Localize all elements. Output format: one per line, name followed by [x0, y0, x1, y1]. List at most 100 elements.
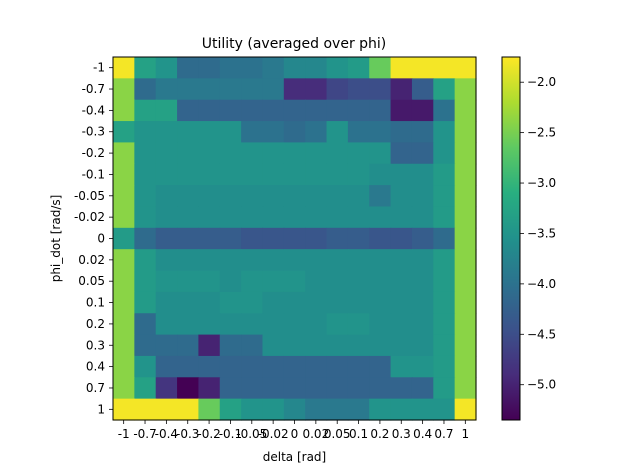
heatmap-cell: [262, 270, 285, 293]
heatmap-cell: [113, 270, 135, 293]
heatmap-cell: [198, 270, 221, 293]
heatmap-cell: [433, 206, 456, 229]
x-tick-label: 0.7: [434, 427, 453, 441]
heatmap-cell: [347, 121, 370, 144]
y-tick-label: -0.4: [82, 103, 105, 117]
heatmap-cell: [177, 163, 200, 186]
colorbar-tick-label: −3.0: [527, 176, 556, 190]
y-tick-label: 0.2: [86, 317, 105, 331]
heatmap-cell: [369, 334, 392, 357]
heatmap-cell: [347, 313, 370, 336]
heatmap-cell: [283, 398, 306, 421]
heatmap-cell: [347, 227, 370, 250]
heatmap-cell: [155, 78, 178, 101]
heatmap-cell: [347, 206, 370, 229]
heatmap-cell: [390, 142, 413, 165]
heatmap-cell: [390, 355, 413, 378]
x-tick-label: -0.02: [258, 427, 289, 441]
x-tick-label: -0.7: [133, 427, 156, 441]
y-tick-label: 0.1: [86, 296, 105, 310]
y-tick-label: -0.2: [82, 146, 105, 160]
heatmap-cell: [411, 227, 434, 250]
heatmap-cell: [219, 270, 242, 293]
heatmap-cell: [390, 291, 413, 314]
heatmap-cell: [134, 142, 157, 165]
heatmap-cell: [454, 142, 477, 165]
heatmap-cell: [411, 398, 434, 421]
heatmap-cell: [326, 57, 349, 79]
heatmap-cell: [283, 377, 306, 400]
heatmap-cell: [326, 163, 349, 186]
heatmap-cell: [198, 334, 221, 357]
colorbar-tick-label: −4.0: [527, 277, 556, 291]
x-tick-label: 0.2: [370, 427, 389, 441]
heatmap-cell: [411, 99, 434, 122]
y-axis-label: phi_dot [rad/s]: [49, 195, 63, 283]
heatmap-cell: [283, 99, 306, 122]
heatmap-cell: [326, 355, 349, 378]
heatmap-cell: [241, 142, 264, 165]
heatmap-cell: [241, 270, 264, 293]
heatmap-cell: [369, 313, 392, 336]
heatmap-cell: [433, 142, 456, 165]
colorbar-tick-label: −2.0: [527, 75, 556, 89]
heatmap-cell: [390, 249, 413, 272]
heatmap-cell: [326, 142, 349, 165]
heatmap-cell: [347, 163, 370, 186]
heatmap-cell: [411, 78, 434, 101]
heatmap-cell: [155, 57, 178, 79]
x-tick-label: -0.4: [155, 427, 178, 441]
heatmap-cell: [177, 291, 200, 314]
heatmap-cell: [283, 142, 306, 165]
heatmap-cell: [326, 99, 349, 122]
heatmap-cell: [155, 142, 178, 165]
heatmap-cell: [219, 291, 242, 314]
y-tick-label: -1: [93, 61, 105, 75]
heatmap-cell: [219, 334, 242, 357]
heatmap-cell: [134, 334, 157, 357]
y-tick-label: -0.1: [82, 167, 105, 181]
heatmap-cell: [262, 206, 285, 229]
heatmap-cell: [369, 99, 392, 122]
heatmap-cell: [177, 270, 200, 293]
heatmap-cell: [411, 313, 434, 336]
heatmap-cell: [326, 121, 349, 144]
y-tick-label: 0.05: [78, 274, 105, 288]
heatmap-cell: [326, 334, 349, 357]
x-axis-ticks: -1 -0.7-0.4-0.3-0.2-0.1-0.05-0.02 0 0.020.0…: [118, 420, 469, 441]
heatmap-cell: [134, 163, 157, 186]
colorbar: [501, 56, 521, 421]
heatmap-cell: [305, 185, 328, 208]
heatmap-cell: [219, 206, 242, 229]
heatmap-cell: [411, 249, 434, 272]
heatmap-cell: [411, 291, 434, 314]
heatmap-cell: [326, 377, 349, 400]
heatmap-cell: [177, 355, 200, 378]
heatmap-cell: [198, 185, 221, 208]
heatmap-cell: [134, 185, 157, 208]
heatmap-cell: [326, 78, 349, 101]
heatmap-cell: [113, 313, 135, 336]
heatmap-cell: [283, 206, 306, 229]
heatmap-cell: [454, 163, 477, 186]
heatmap-cell: [369, 227, 392, 250]
heatmap-cell: [347, 185, 370, 208]
heatmap-cell: [369, 57, 392, 79]
heatmap-cell: [390, 121, 413, 144]
heatmap-cell: [134, 355, 157, 378]
heatmap-cell: [454, 57, 477, 79]
heatmap-cell: [390, 227, 413, 250]
heatmap-cell: [177, 57, 200, 79]
heatmap-cell: [134, 291, 157, 314]
heatmap-cell: [411, 163, 434, 186]
heatmap-cell: [177, 313, 200, 336]
heatmap-cell: [241, 377, 264, 400]
chart-title: Utility (averaged over phi): [202, 36, 387, 52]
heatmap-cell: [283, 78, 306, 101]
heatmap-cell: [433, 334, 456, 357]
heatmap-cell: [433, 121, 456, 144]
x-tick-label: -0.05: [236, 427, 267, 441]
x-tick-label: -1: [118, 427, 130, 441]
heatmap-cell: [219, 78, 242, 101]
heatmap-cell: [433, 78, 456, 101]
